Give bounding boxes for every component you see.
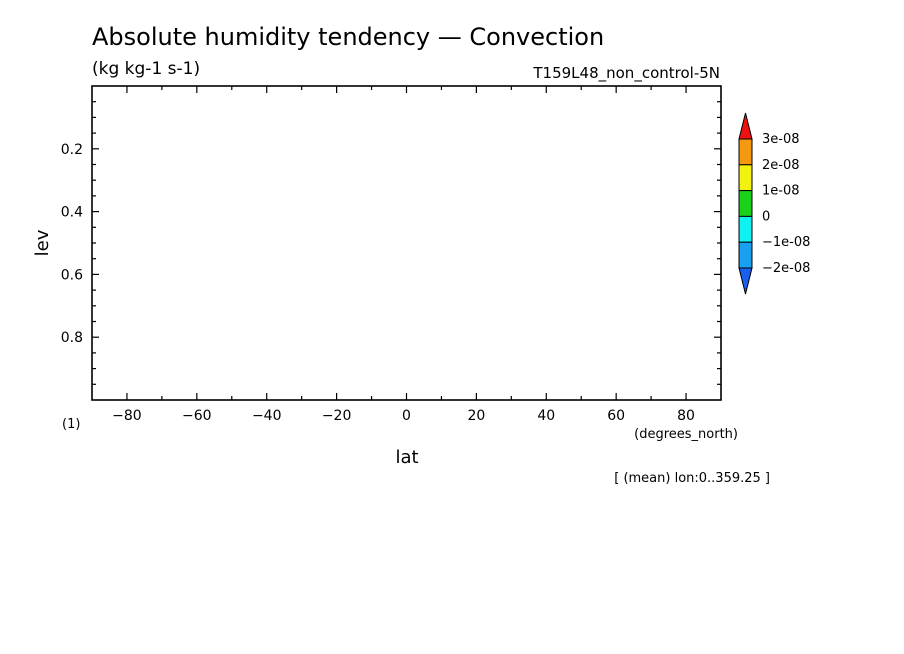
- axis-ticks: [92, 86, 721, 400]
- x-tick-label: −60: [182, 408, 212, 424]
- colorbar-segment: [738, 215, 753, 243]
- x-units-label: (degrees_north): [634, 427, 738, 442]
- colorbar-label: 0: [762, 209, 770, 224]
- colorbar-segment: [738, 241, 753, 269]
- colorbar: 3e-08 2e-08 1e-08 0 −1e-08 −2e-08: [738, 112, 810, 295]
- x-tick-label: 80: [677, 408, 695, 424]
- x-tick-labels: −80 −60 −40 −20 0 20 40 60 80: [112, 408, 695, 424]
- x-tick-label: −80: [112, 408, 142, 424]
- y-tick-label: 0.6: [61, 267, 83, 283]
- y-tick-label: 0.4: [61, 205, 83, 221]
- colorbar-label: −2e-08: [762, 261, 810, 276]
- y-tick-label: 0.8: [61, 330, 83, 346]
- x-tick-label: 20: [467, 408, 485, 424]
- colorbar-label: 2e-08: [762, 158, 800, 173]
- y-tick-label: 0.2: [61, 142, 83, 158]
- colorbar-segment: [738, 138, 753, 166]
- x-axis-title: lat: [395, 447, 418, 468]
- chart-units: (kg kg-1 s-1): [92, 59, 200, 79]
- y-units-label: (1): [62, 417, 80, 432]
- colorbar-label: −1e-08: [762, 235, 810, 250]
- footer-note: [ (mean) lon:0..359.25 ]: [614, 471, 770, 486]
- x-tick-label: 40: [537, 408, 555, 424]
- x-tick-label: 60: [607, 408, 625, 424]
- y-axis-title: lev: [32, 229, 53, 256]
- run-label: T159L48_non_control-5N: [532, 64, 720, 83]
- colorbar-bottom-arrow: [738, 267, 753, 295]
- y-tick-labels: 0.2 0.4 0.6 0.8: [61, 142, 83, 346]
- x-tick-label: −40: [252, 408, 282, 424]
- x-tick-label: −20: [322, 408, 352, 424]
- colorbar-label: 1e-08: [762, 184, 800, 199]
- chart-title: Absolute humidity tendency — Convection: [92, 23, 604, 51]
- colorbar-top-arrow: [738, 112, 753, 140]
- x-tick-label: 0: [402, 408, 411, 424]
- colorbar-segment: [738, 190, 753, 217]
- colorbar-label: 3e-08: [762, 132, 800, 147]
- colorbar-segment: [738, 164, 753, 192]
- plot-frame: [91, 85, 722, 401]
